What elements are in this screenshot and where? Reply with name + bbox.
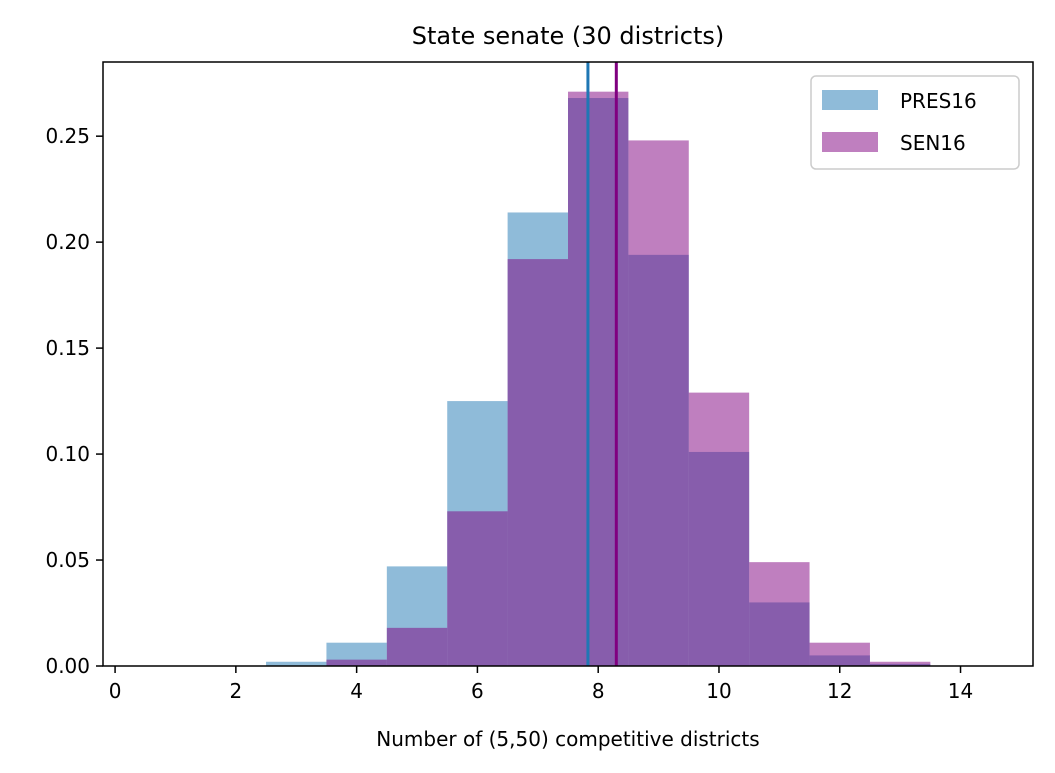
y-tick-label: 0.25 [45,124,90,148]
x-tick-label: 10 [706,679,731,703]
x-tick-label: 4 [350,679,363,703]
x-tick-label: 14 [948,679,973,703]
legend-label: SEN16 [900,131,966,155]
bar-sen16-7 [688,392,750,666]
x-tick-label: 6 [471,679,484,703]
bar-sen16-8 [749,562,810,666]
y-axis: 0.00 0.05 0.10 0.15 0.20 0.25 [45,124,103,678]
legend: PRES16 SEN16 [810,75,1020,170]
bar-sen16-10 [869,661,931,666]
bar-sen16-6 [628,140,689,666]
y-tick-label: 0.05 [45,548,90,572]
bar-sen16-2 [386,627,448,666]
plot-frame [102,61,1034,667]
bar-sen16-5 [568,91,629,667]
bar-pres16-0 [266,661,327,666]
x-tick-label: 0 [109,679,122,703]
mean-lines-layer [586,62,618,666]
chart-title: State senate (30 districts) [412,22,725,50]
bar-sen16-4 [507,259,568,666]
bars-layer [266,91,931,667]
x-tick-label: 8 [592,679,605,703]
y-tick-label: 0.00 [45,654,90,678]
bar-sen16-1 [326,659,387,666]
x-axis-label: Number of (5,50) competitive districts [376,727,759,751]
y-tick-label: 0.15 [45,336,90,360]
legend-label: PRES16 [900,89,977,113]
x-tick-label: 12 [827,679,852,703]
bar-sen16-3 [447,511,508,666]
x-tick-label: 2 [229,679,242,703]
y-tick-label: 0.20 [45,230,90,254]
x-axis: 0 2 4 6 8 10 12 14 [109,666,973,703]
bar-sen16-9 [809,642,870,666]
legend-swatch [822,90,878,110]
y-tick-label: 0.10 [45,442,90,466]
legend-swatch [822,132,878,152]
